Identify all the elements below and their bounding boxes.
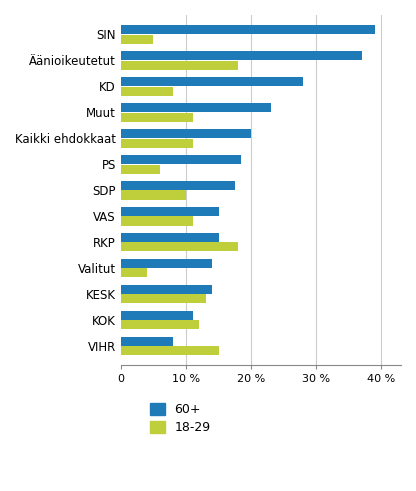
Bar (121, 35, 154, 44)
Bar (121, 191, 186, 199)
Bar (121, 243, 238, 251)
Bar (121, 337, 173, 346)
Bar (121, 269, 147, 277)
Legend: 60+, 18-29: 60+, 18-29 (149, 403, 210, 434)
Bar (121, 51, 362, 60)
Bar (121, 77, 303, 86)
Bar (121, 112, 193, 122)
Bar (121, 233, 218, 242)
Bar (121, 207, 218, 216)
Bar (121, 129, 251, 138)
Bar (121, 164, 160, 174)
Bar (121, 320, 199, 329)
Bar (121, 294, 206, 303)
Bar (121, 61, 238, 70)
Bar (121, 217, 193, 225)
Bar (121, 259, 212, 268)
Bar (121, 155, 241, 164)
Bar (121, 103, 271, 112)
Bar (121, 346, 218, 355)
Bar (121, 138, 193, 148)
Bar (121, 285, 212, 294)
Bar (121, 25, 375, 34)
Bar (121, 181, 235, 190)
Bar (121, 311, 193, 320)
Bar (121, 86, 173, 96)
